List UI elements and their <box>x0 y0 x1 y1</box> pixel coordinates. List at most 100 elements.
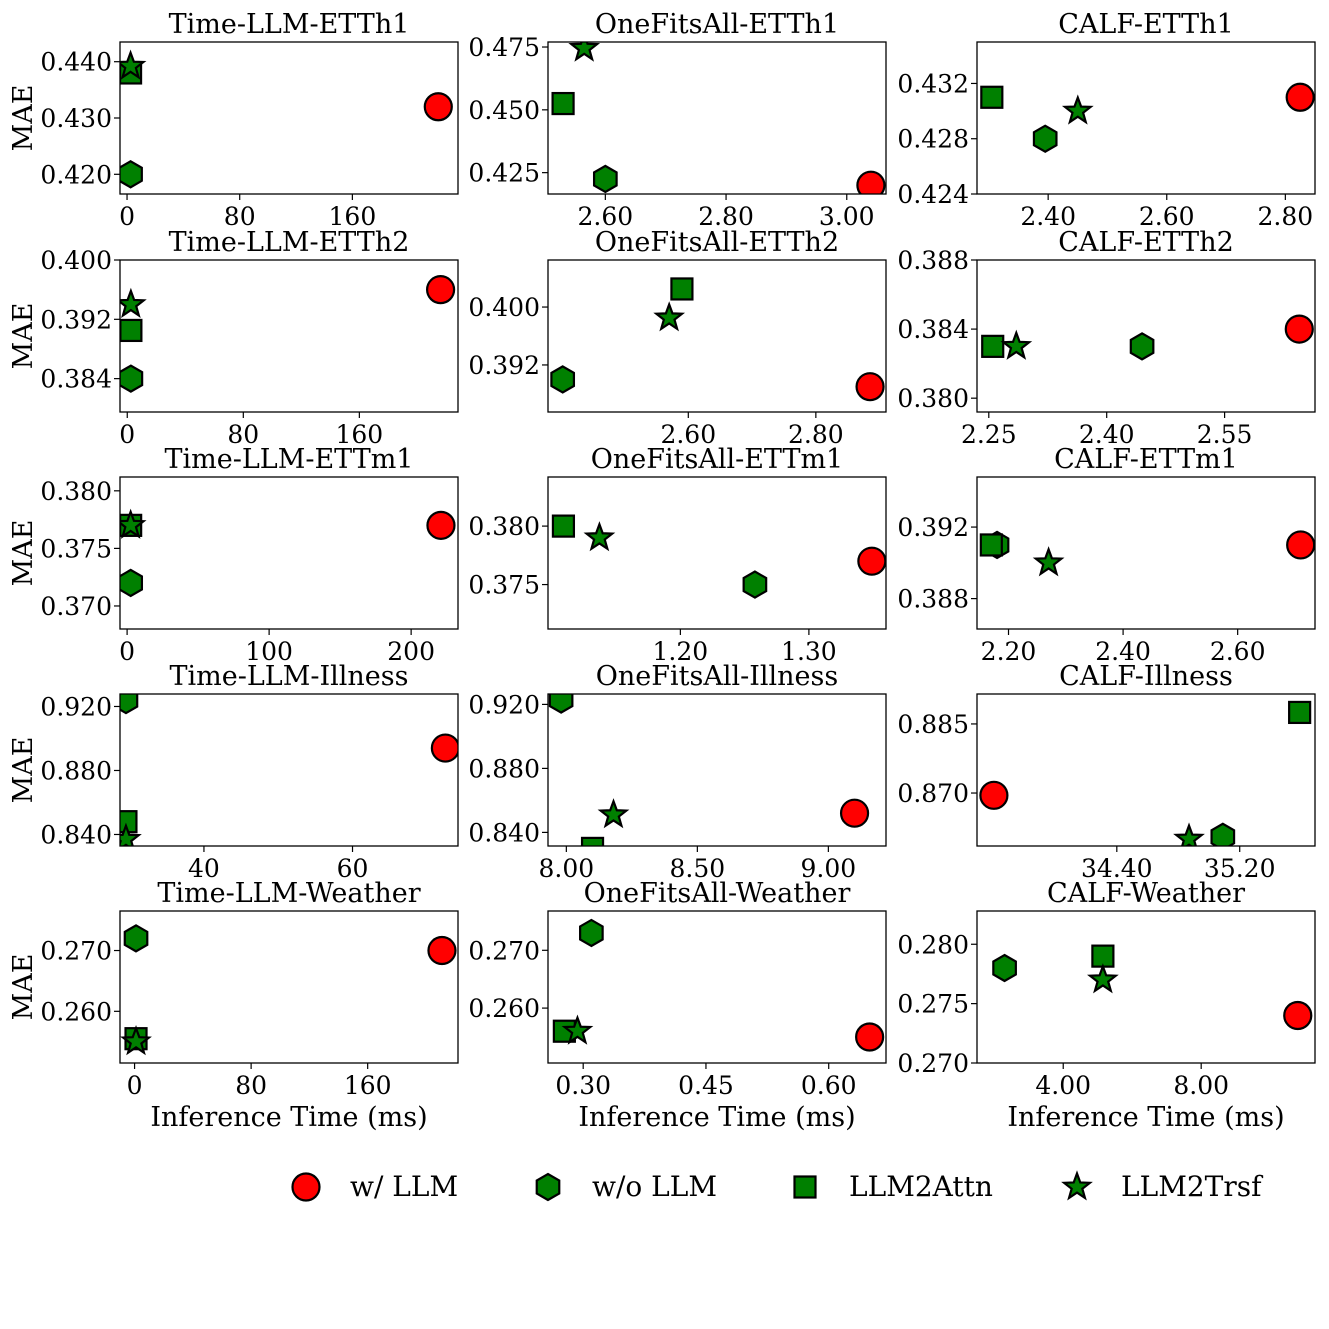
point-w-llm <box>979 780 1009 810</box>
axes-frame <box>976 259 1316 413</box>
subplot-title: CALF-ETTm1 <box>1054 444 1238 475</box>
data-points <box>979 700 1312 846</box>
data-points <box>120 508 456 598</box>
data-points <box>551 514 886 599</box>
x-tick-label: 0.60 <box>801 1071 857 1100</box>
data-points <box>552 918 885 1052</box>
y-tick-label: 0.275 <box>897 990 969 1019</box>
point-llm2attn <box>670 277 694 301</box>
x-tick-label: 0 <box>119 420 135 449</box>
legend-item-llm2trsf: LLM2Trsf <box>1061 1170 1264 1203</box>
y-tick-label: 0.380 <box>40 477 112 506</box>
subplot-onefitsall-etth1: OneFitsAll-ETTh1 2.60 2.80 3.00 0.425 0.450 0.… <box>468 9 887 231</box>
x-tick-label: 8.00 <box>539 854 595 883</box>
legend-marker-w-llm <box>291 1172 321 1202</box>
x-tick-label: 80 <box>227 420 259 449</box>
x-tick-label: 0 <box>127 1071 143 1100</box>
data-points <box>992 944 1313 1031</box>
point-w-o-llm <box>742 570 768 599</box>
y-tick-label: 0.388 <box>897 246 969 275</box>
x-tick-label: 8.50 <box>670 854 726 883</box>
data-points <box>981 314 1314 361</box>
x-axis-label: Inference Time (ms) <box>1007 1102 1284 1133</box>
point-w-llm <box>857 546 886 576</box>
point-llm2trsf <box>1173 822 1205 846</box>
y-axis-label: MAE <box>8 303 39 370</box>
y-tick-label: 0.420 <box>40 160 112 189</box>
axes-frame <box>119 476 459 630</box>
y-tick-label: 0.840 <box>468 818 540 847</box>
x-tick-label: 80 <box>235 1071 267 1100</box>
y-tick-label: 0.260 <box>468 994 540 1023</box>
point-llm2trsf <box>1032 546 1065 577</box>
point-llm2attn <box>551 91 575 116</box>
x-tick-label: 0.45 <box>678 1071 734 1100</box>
point-w-llm <box>423 92 453 122</box>
subplot-title: Time-LLM-ETTm1 <box>165 444 414 475</box>
data-points <box>548 694 870 846</box>
data-points <box>979 530 1315 577</box>
point-w-o-llm <box>120 364 144 393</box>
y-tick-label: 0.475 <box>468 33 540 62</box>
x-tick-label: 34.40 <box>1081 854 1153 883</box>
subplot-onefitsall-etth2: OneFitsAll-ETTh2 2.60 2.80 0.392 0.400 <box>468 227 887 449</box>
point-w-o-llm <box>548 694 574 714</box>
point-w-o-llm <box>992 953 1017 983</box>
point-w-llm <box>855 1022 885 1052</box>
point-llm2trsf <box>583 521 616 552</box>
x-tick-label: 100 <box>245 637 293 666</box>
x-tick-label: 2.60 <box>1139 202 1195 231</box>
y-tick-label: 0.388 <box>897 585 969 614</box>
y-tick-label: 0.270 <box>468 936 540 965</box>
x-axis-label: Inference Time (ms) <box>578 1102 855 1133</box>
subplot-calf-etth1: CALF-ETTh1 2.40 2.60 2.80 0.424 0.428 0.432 <box>897 9 1316 231</box>
y-tick-label: 0.432 <box>897 69 969 98</box>
axes-frame <box>976 693 1316 847</box>
point-llm2trsf <box>1061 94 1094 125</box>
legend-item-llm2attn: LLM2Attn <box>793 1170 993 1203</box>
subplot-onefitsall-ettm1: OneFitsAll-ETTm1 1.20 1.30 0.375 0.380 <box>468 444 887 666</box>
x-tick-label: 2.55 <box>1197 420 1253 449</box>
x-tick-label: 2.40 <box>1095 637 1151 666</box>
x-tick-label: 2.80 <box>1258 202 1314 231</box>
subplot-onefitsall-illness: OneFitsAll-Illness 8.00 8.50 9.00 0.840 0.880… <box>468 661 887 883</box>
x-tick-label: 0 <box>119 202 135 231</box>
point-llm2trsf <box>568 42 601 62</box>
axes-frame <box>547 259 887 413</box>
x-tick-label: 3.00 <box>819 202 875 231</box>
point-llm2trsf <box>561 1014 594 1045</box>
subplot-title: CALF-Weather <box>1047 878 1245 909</box>
y-tick-label: 0.280 <box>897 930 969 959</box>
legend-marker-llm2attn <box>793 1175 817 1199</box>
data-points <box>120 49 453 189</box>
axes-frame <box>547 693 887 847</box>
point-llm2trsf <box>120 508 147 539</box>
point-llm2attn <box>580 836 605 846</box>
y-tick-label: 0.450 <box>468 96 540 125</box>
point-w-o-llm <box>1032 124 1058 154</box>
subplot-title: CALF-ETTh1 <box>1058 9 1234 40</box>
legend-label: w/o LLM <box>592 1170 717 1203</box>
y-tick-label: 0.384 <box>40 365 112 394</box>
y-tick-label: 0.430 <box>40 104 112 133</box>
point-llm2attn <box>979 533 1003 557</box>
subplot-title: CALF-Illness <box>1059 661 1233 692</box>
point-w-o-llm <box>579 918 604 948</box>
x-tick-label: 60 <box>337 854 369 883</box>
point-w-o-llm <box>1210 822 1236 846</box>
point-llm2trsf <box>1000 329 1033 360</box>
subplot-calf-ettm1: CALF-ETTm1 2.20 2.40 2.60 0.388 0.392 <box>897 444 1316 666</box>
x-axis-label: Inference Time (ms) <box>150 1102 427 1133</box>
data-points <box>120 275 456 393</box>
point-w-llm <box>856 170 886 194</box>
y-axis-label: MAE <box>8 520 39 587</box>
y-tick-label: 0.370 <box>40 592 112 621</box>
subplot-calf-etth2: CALF-ETTh2 2.25 2.40 2.55 0.380 0.384 0.388 <box>897 227 1316 449</box>
x-tick-label: 2.20 <box>981 637 1037 666</box>
data-points <box>550 277 885 402</box>
point-w-llm <box>430 733 458 763</box>
